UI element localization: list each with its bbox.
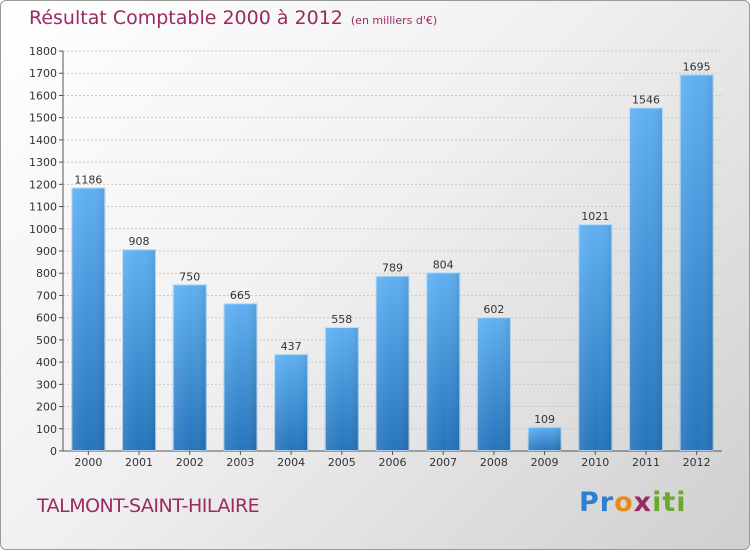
x-tick-label: 2002 <box>176 456 204 469</box>
x-tick-label: 2004 <box>277 456 305 469</box>
y-tick-label: 1500 <box>29 112 57 125</box>
bar-outline <box>172 284 207 452</box>
data-label: 602 <box>483 303 504 316</box>
bar-shade <box>578 224 613 451</box>
y-tick-label: 100 <box>36 423 57 436</box>
x-tick-label: 2008 <box>480 456 508 469</box>
chart-title-text: Résultat Comptable 2000 à 2012 <box>29 7 343 29</box>
bar-shade <box>375 275 410 451</box>
x-tick-label: 2001 <box>125 456 153 469</box>
bar-outline <box>122 249 157 451</box>
x-tick-label: 2003 <box>226 456 254 469</box>
y-tick-label: 1100 <box>29 201 57 214</box>
x-tick-label: 2005 <box>328 456 356 469</box>
data-label: 437 <box>281 340 302 353</box>
bar-outline <box>274 353 309 451</box>
bar-shade <box>223 303 258 451</box>
bar-shade <box>71 187 106 451</box>
bar-shade <box>122 249 157 451</box>
y-tick-label: 1700 <box>29 67 57 80</box>
bar-outline <box>628 107 663 451</box>
x-tick-label: 2000 <box>74 456 102 469</box>
bar-outline <box>527 426 562 451</box>
bar-outline <box>223 303 258 451</box>
y-tick-label: 1800 <box>29 45 57 58</box>
bar-outline <box>324 327 359 451</box>
y-tick-label: 900 <box>36 245 57 258</box>
y-tick-label: 300 <box>36 378 57 391</box>
x-tick-label: 2011 <box>632 456 660 469</box>
data-label: 908 <box>129 235 150 248</box>
data-label: 558 <box>331 313 352 326</box>
data-label: 804 <box>433 258 454 271</box>
data-label: 1546 <box>632 93 660 106</box>
bar-outline <box>71 187 106 451</box>
x-tick-label: 2010 <box>581 456 609 469</box>
bar-outline <box>426 272 461 452</box>
y-tick-label: 1600 <box>29 89 57 102</box>
data-labels: 1186 908 750 665 437 558 789 804 602 109 1021 1546 1… <box>74 60 710 425</box>
x-tick-label: 2009 <box>531 456 559 469</box>
data-label: 665 <box>230 289 251 302</box>
bar-outline <box>476 317 511 451</box>
bar-shade <box>527 426 562 451</box>
bar-shade <box>476 317 511 451</box>
bar-shade <box>274 353 309 451</box>
y-tick-label: 600 <box>36 312 57 325</box>
y-tick-label: 800 <box>36 267 57 280</box>
bar-outline <box>679 74 714 451</box>
y-tick-label: 1400 <box>29 134 57 147</box>
bar-outline <box>375 275 410 451</box>
y-tick-label: 400 <box>36 356 57 369</box>
bar-shade <box>679 74 714 451</box>
data-label: 789 <box>382 262 403 275</box>
bar-shade <box>172 284 207 451</box>
bar-shade <box>324 327 359 451</box>
commune-name: TALMONT-SAINT-HILAIRE <box>37 495 260 517</box>
data-label: 1695 <box>683 60 711 73</box>
data-label: 1186 <box>74 173 102 186</box>
bar-shade <box>628 107 663 451</box>
y-tick-label: 700 <box>36 289 57 302</box>
bar-outline <box>578 224 613 451</box>
bars <box>71 74 714 452</box>
data-label: 1021 <box>581 210 609 223</box>
proxiti-logo: Proxiti <box>579 487 687 518</box>
chart-title: Résultat Comptable 2000 à 2012 (en millie… <box>29 7 437 29</box>
y-tick-label: 0 <box>50 445 57 458</box>
y-tick-label: 1000 <box>29 223 57 236</box>
chart-subtitle: (en milliers d'€) <box>350 14 438 27</box>
x-tick-label: 2007 <box>429 456 457 469</box>
x-tick-label: 2012 <box>683 456 711 469</box>
y-tick-label: 1300 <box>29 156 57 169</box>
bar-shade <box>426 272 461 451</box>
y-tick-label: 500 <box>36 334 57 347</box>
data-label: 109 <box>534 413 555 426</box>
x-tick-label: 2006 <box>379 456 407 469</box>
data-label: 750 <box>179 270 200 283</box>
y-tick-label: 1200 <box>29 178 57 191</box>
y-tick-label: 200 <box>36 401 57 414</box>
axes: 0 100 200 300 400 500 600 700 800 900 1000 1100 1200… <box>29 45 722 469</box>
